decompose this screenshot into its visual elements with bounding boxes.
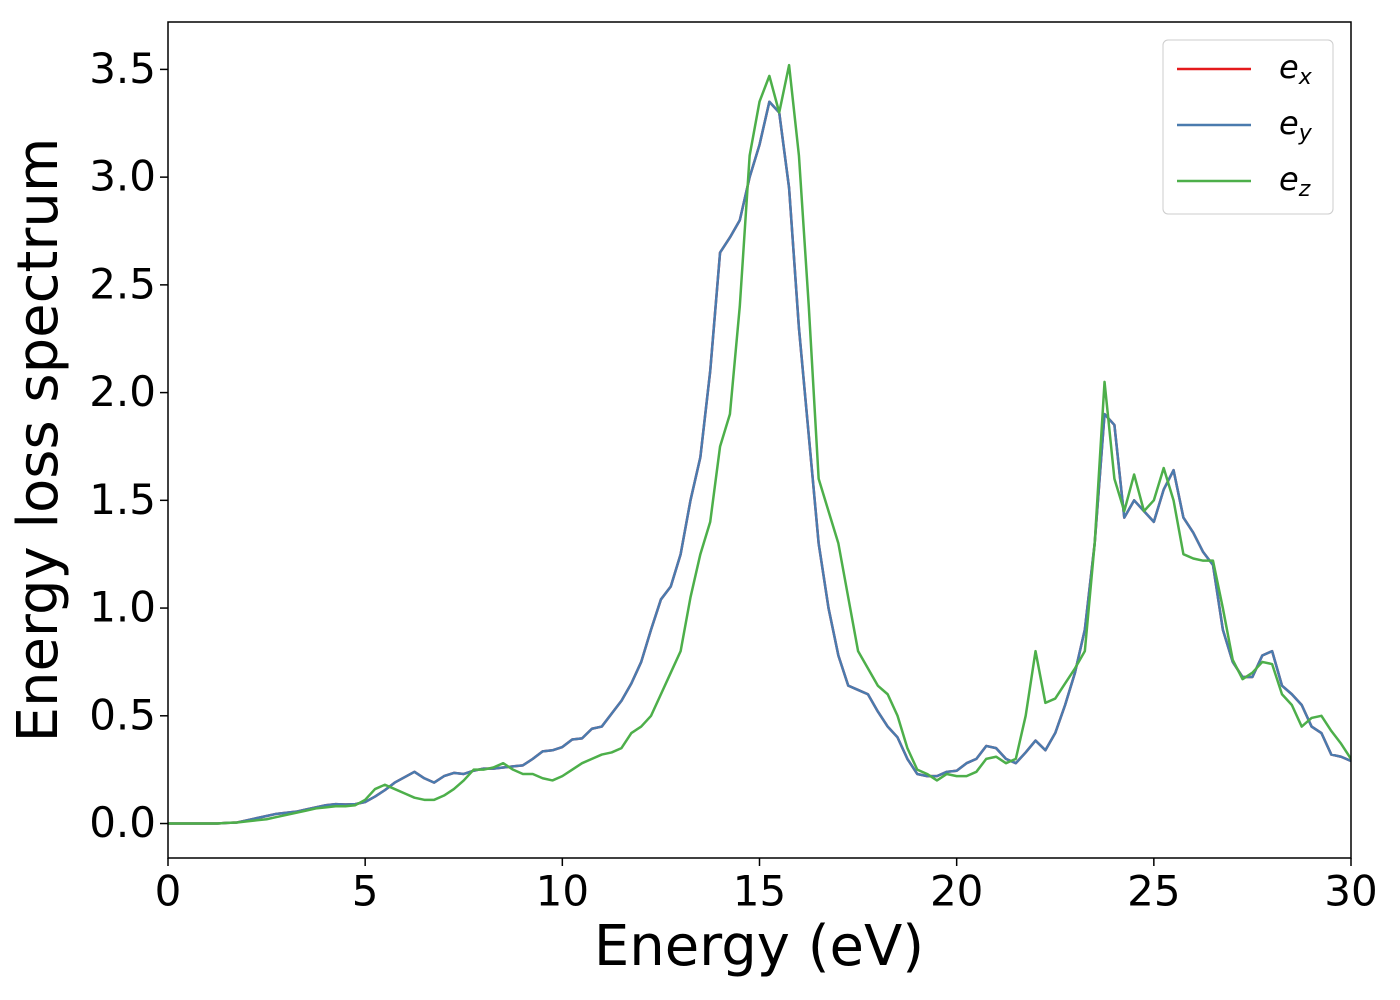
y-tick-label: 3.0	[89, 152, 156, 201]
x-tick-label: 20	[930, 867, 983, 916]
x-tick-label: 0	[155, 867, 182, 916]
legend-label: ey	[1279, 104, 1313, 146]
y-tick-label: 2.0	[89, 367, 156, 416]
y-tick-label: 1.0	[89, 583, 156, 632]
series-line	[168, 100, 1351, 825]
legend-label: ez	[1279, 160, 1311, 202]
y-tick-label: 0.5	[89, 690, 156, 739]
x-tick-label: 10	[536, 867, 589, 916]
plot-frame	[167, 21, 1352, 859]
x-axis-label: Energy (eV)	[594, 914, 924, 979]
legend-label: ex	[1279, 48, 1313, 90]
x-tick-label: 5	[352, 867, 379, 916]
x-tick-label: 30	[1324, 867, 1377, 916]
x-tick-label: 25	[1127, 867, 1180, 916]
y-axis-label: Energy loss spectrum	[6, 138, 71, 743]
y-tick-label: 2.5	[89, 259, 156, 308]
y-tick-label: 0.0	[89, 798, 156, 847]
y-tick-label: 1.5	[89, 475, 156, 524]
legend-box	[1162, 39, 1334, 215]
x-tick-label: 15	[733, 867, 786, 916]
series-line	[168, 63, 1351, 825]
y-tick-label: 3.5	[89, 44, 156, 93]
